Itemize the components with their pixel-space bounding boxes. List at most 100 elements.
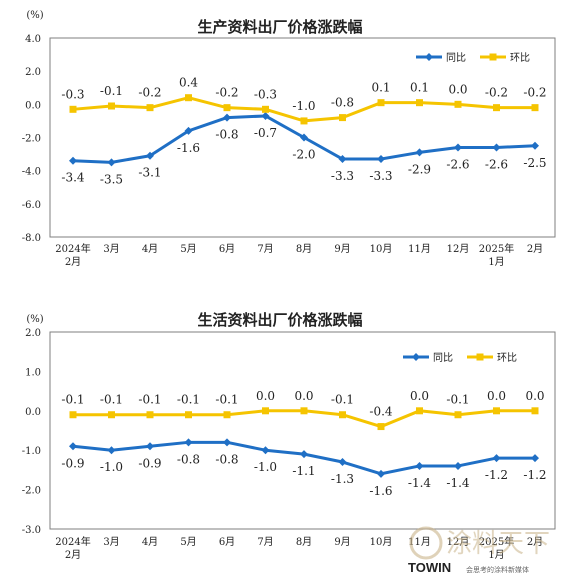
x-tick-label-line: 3月 (103, 536, 119, 548)
data-point-square (416, 407, 423, 415)
data-point-diamond (146, 442, 154, 451)
data-point-diamond (146, 151, 154, 160)
data-label: -0.1 (177, 393, 200, 407)
x-tick-label-line: 6月 (219, 536, 235, 548)
data-point-square (339, 411, 346, 419)
data-label: -0.1 (446, 393, 469, 407)
chart-2: 生活资料出厂价格涨跌幅 (%) 2.0 1.0 0.0 -1.0 -2.0 -3.0 2024年… (22, 311, 556, 561)
y-unit-label: (%) (26, 314, 43, 325)
data-point-diamond (69, 442, 77, 451)
data-point-diamond (338, 458, 347, 467)
x-tick-label: 8月 (296, 536, 312, 548)
data-label: -0.1 (138, 393, 161, 407)
data-label: -1.3 (331, 472, 354, 486)
x-tick-label-line: 5月 (180, 536, 196, 548)
x-tick-label: 2025年 1月 (479, 535, 514, 561)
legend-marker-square (476, 353, 484, 361)
chart-title: 生产资料出厂价格涨跌幅 (197, 18, 362, 36)
data-label: -0.7 (254, 126, 277, 140)
data-label: 0.0 (487, 389, 506, 403)
watermark-ring-icon (409, 526, 443, 560)
data-point-square (454, 411, 462, 419)
data-label: -0.3 (254, 87, 277, 101)
y-tick-label: 4.0 (25, 34, 41, 45)
data-label: -0.8 (215, 128, 238, 142)
data-point-diamond (69, 156, 77, 165)
x-tick-label-line: 4月 (142, 536, 158, 548)
x-tick-label-line: 2025年 (479, 242, 514, 255)
data-label: 0.1 (371, 81, 390, 95)
data-label: 0.0 (256, 389, 275, 403)
data-point-square (108, 102, 115, 110)
data-label: -0.4 (369, 405, 393, 419)
x-tick-label-line: 2024年 (55, 242, 90, 255)
data-point-square (300, 117, 308, 125)
data-point-diamond (184, 438, 193, 447)
data-point-diamond (338, 155, 347, 164)
data-point-square (69, 411, 77, 419)
data-point-diamond (261, 111, 270, 120)
x-tick-label: 2月 (527, 243, 543, 255)
data-label: -1.4 (446, 476, 470, 490)
x-tick-label-line: 7月 (257, 243, 273, 255)
data-label: -0.1 (100, 393, 123, 407)
x-tick-label: 3月 (103, 536, 119, 548)
data-point-square (531, 407, 539, 415)
x-tick-label-line: 2月 (65, 549, 81, 561)
x-tick-label-line: 4月 (142, 243, 158, 255)
x-tick-label-line: 2月 (65, 256, 81, 268)
data-point-square (531, 104, 539, 112)
y-tick-label: -2.0 (22, 134, 41, 145)
data-label: -0.1 (331, 393, 354, 407)
data-point-square (300, 407, 308, 415)
x-tick-label-line: 10月 (370, 536, 393, 548)
data-point-diamond (454, 143, 462, 152)
data-point-diamond (300, 133, 308, 142)
data-point-diamond (184, 126, 193, 135)
data-point-diamond (300, 450, 308, 459)
data-label: 0.0 (448, 82, 467, 96)
data-label: -1.2 (523, 468, 546, 482)
data-point-diamond (454, 461, 462, 470)
x-tick-label-line: 8月 (296, 536, 312, 548)
data-label: 0.0 (410, 389, 429, 403)
data-label: 0.1 (410, 81, 429, 95)
data-label: -2.6 (446, 157, 469, 171)
data-label: -0.1 (61, 393, 84, 407)
data-label: -0.2 (485, 86, 508, 100)
data-label: -0.2 (215, 86, 238, 100)
watermark-text: 涂料天下 (446, 529, 550, 559)
data-label: -1.0 (254, 460, 277, 474)
legend-label: 环比 (497, 352, 517, 364)
y-tick-label: -8.0 (22, 233, 41, 244)
data-point-diamond (492, 454, 501, 463)
data-point-square (493, 407, 500, 415)
x-tick-label: 8月 (296, 243, 312, 255)
data-point-diamond (492, 143, 501, 152)
x-tick-label: 2024年 2月 (55, 242, 90, 268)
data-point-diamond (377, 469, 385, 478)
x-tick-label: 7月 (257, 536, 273, 548)
data-point-diamond (377, 155, 385, 164)
legend-marker-square (489, 53, 497, 61)
x-tick-label-line: 2月 (527, 536, 543, 548)
x-tick-label-line: 10月 (370, 243, 393, 255)
x-tick-label-line: 1月 (488, 549, 504, 561)
data-point-square (377, 99, 385, 107)
watermark-logo: 涂料天下 TOWIN 会思考的涂料新媒体 (408, 526, 550, 575)
x-tick-label: 2025年 1月 (479, 242, 514, 268)
data-point-square (377, 423, 385, 431)
x-tick-label: 11月 (408, 536, 431, 548)
chart-1: 生产资料出厂价格涨跌幅 (%) 4.0 2.0 0.0 -2.0 -4.0 -6.0 -8.0 2… (22, 10, 556, 268)
x-tick-label: 11月 (408, 243, 431, 255)
y-tick-label: -2.0 (22, 486, 41, 497)
x-tick-label-line: 11月 (408, 243, 431, 255)
data-label: 0.0 (525, 389, 544, 403)
x-tick-label-line: 12月 (447, 243, 470, 255)
legend-marker-diamond (412, 353, 420, 361)
data-point-square (416, 99, 423, 107)
data-label: -0.3 (61, 87, 84, 101)
data-label: -0.1 (215, 393, 238, 407)
legend-marker-diamond (425, 53, 433, 61)
